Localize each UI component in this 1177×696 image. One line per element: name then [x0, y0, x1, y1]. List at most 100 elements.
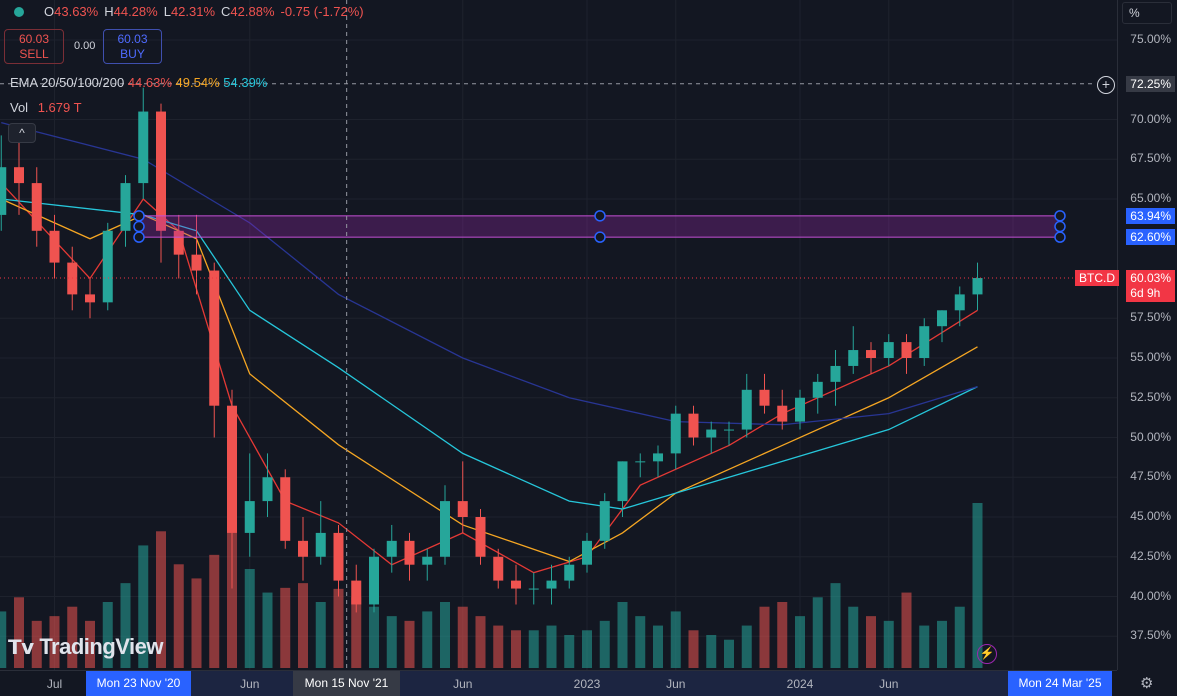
- candle-body: [741, 389, 752, 430]
- candle-body: [209, 270, 220, 406]
- candle-body: [812, 381, 823, 398]
- volume-bar: [102, 602, 113, 668]
- sell-button[interactable]: 60.03 SELL: [4, 29, 64, 64]
- candle-body: [475, 517, 486, 557]
- volume-bar: [759, 606, 770, 668]
- time-tick: Jun: [879, 677, 899, 691]
- volume-bar: [333, 588, 344, 668]
- candle-body: [972, 278, 983, 295]
- volume-bar: [528, 630, 539, 668]
- volume-bar: [617, 602, 628, 668]
- volume-bar: [0, 611, 7, 668]
- volume-bar: [298, 583, 308, 668]
- volume-bar: [883, 620, 894, 668]
- volume-bar: [670, 611, 681, 668]
- candle-body: [457, 501, 468, 517]
- volume-bar: [244, 569, 255, 668]
- volume-bar: [599, 620, 610, 668]
- add-alert-plus-icon[interactable]: +: [1097, 76, 1115, 94]
- volume-bar: [582, 630, 592, 668]
- time-tick: Jun: [240, 677, 260, 691]
- price-axis[interactable]: % 75.00% 70.00% 67.50% 65.00% 57.50% 55.00% 52…: [1117, 0, 1177, 670]
- volume-bar: [546, 625, 557, 668]
- volume-bar: [706, 635, 717, 668]
- candle-body: [102, 230, 113, 303]
- candle-body: [31, 183, 42, 231]
- candle-body: [333, 532, 344, 581]
- candle-body: [830, 365, 841, 382]
- volume-bar: [49, 616, 60, 668]
- last-price-label: 60.03% 6d 9h: [1126, 270, 1175, 302]
- candle-body: [0, 167, 7, 215]
- candle-body: [404, 540, 415, 565]
- zone-handle: [133, 210, 145, 222]
- volume-bar: [511, 630, 521, 668]
- volume-bar: [635, 616, 646, 668]
- candle-body: [262, 477, 273, 502]
- candle-body: [617, 461, 628, 502]
- volume-bar: [138, 545, 149, 668]
- price-tick: 47.50%: [1130, 469, 1171, 484]
- price-chart[interactable]: [0, 0, 1117, 670]
- volume-bar: [901, 592, 912, 668]
- time-tick: 2023: [573, 677, 601, 691]
- price-tick: 67.50%: [1130, 151, 1171, 166]
- volume-bar: [173, 564, 184, 668]
- volume-bar: [777, 602, 788, 668]
- open-value: 43.63%: [54, 4, 99, 19]
- volume-bar: [812, 597, 823, 668]
- volume-bar: [209, 554, 220, 668]
- price-tick: 65.00%: [1130, 191, 1171, 205]
- zone-handle: [1054, 220, 1066, 233]
- settings-gear-icon[interactable]: ⚙: [1140, 675, 1154, 692]
- candle-body: [173, 230, 184, 255]
- volume-bar: [227, 526, 237, 668]
- zone-handle: [133, 220, 145, 233]
- lightning-icon[interactable]: ⚡: [977, 644, 997, 664]
- candle-body: [244, 501, 255, 533]
- candle-body: [315, 532, 326, 557]
- candle-body: [351, 580, 362, 605]
- candle-body: [706, 429, 717, 438]
- zone-handle: [1054, 210, 1066, 222]
- zone-top-label: 63.94%: [1126, 208, 1175, 224]
- volume-legend[interactable]: Vol 1.679 T: [10, 100, 82, 115]
- candle-body: [582, 540, 592, 565]
- price-tick: 57.50%: [1130, 310, 1171, 325]
- volume-bar: [795, 616, 805, 668]
- candle-body: [280, 477, 291, 541]
- volume-bar: [404, 620, 415, 668]
- volume-bar: [351, 597, 362, 668]
- price-tick: 40.00%: [1130, 588, 1171, 603]
- candle-body: [138, 111, 149, 184]
- time-axis[interactable]: JulJunJun2023Jun2024Jun2 Mon 23 Nov '20 …: [0, 670, 1117, 696]
- zone-handle: [594, 231, 606, 243]
- candle-body: [901, 342, 912, 358]
- zone-handle: [1054, 231, 1066, 243]
- ema-line-200: [1, 122, 978, 426]
- volume-bar: [475, 616, 486, 668]
- scale-unit[interactable]: %: [1122, 2, 1172, 24]
- volume-bar: [724, 639, 734, 668]
- volume-bar: [688, 630, 699, 668]
- tradingview-logo[interactable]: 𝗧𝘃 TradingView: [8, 634, 163, 659]
- volume-bar: [564, 635, 575, 668]
- collapse-legend-button[interactable]: ^: [8, 123, 36, 143]
- zone-handle: [594, 210, 606, 222]
- ema-legend[interactable]: EMA 20/50/100/200 44.63% 49.54% 54.39%: [10, 75, 268, 90]
- zone-handle: [133, 231, 145, 243]
- candle-body: [120, 183, 131, 231]
- candle-body: [156, 111, 166, 231]
- candle-body: [937, 310, 947, 327]
- market-status-icon: [14, 6, 24, 17]
- buy-button[interactable]: 60.03 BUY: [103, 29, 162, 64]
- volume-bar: [85, 620, 95, 668]
- zone-bottom-label: 62.60%: [1126, 229, 1175, 245]
- low-value: 42.31%: [170, 4, 216, 19]
- volume-bar: [866, 616, 876, 668]
- price-tick: 75.00%: [1130, 32, 1171, 46]
- symbol-label: BTC.D: [1075, 270, 1119, 286]
- candle-body: [49, 230, 60, 263]
- price-tick: 55.00%: [1130, 350, 1171, 364]
- volume-bar: [830, 583, 841, 668]
